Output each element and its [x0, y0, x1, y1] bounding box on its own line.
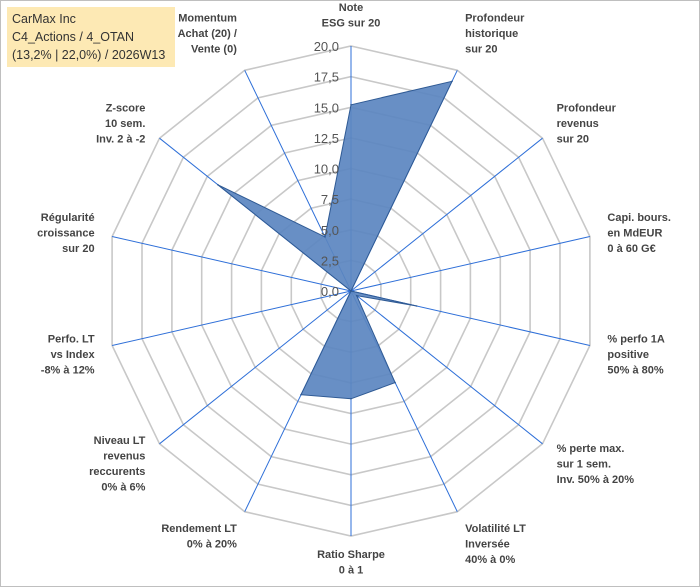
data-point [350, 290, 352, 292]
axis-label: Profondeur historique sur 20 [465, 13, 525, 56]
axis-label-line: Perfo. LT [48, 334, 95, 346]
tick-label: 15,0 [314, 100, 339, 115]
axis-label-line: sur 20 [62, 243, 94, 255]
axis-label-line: -8% à 12% [41, 365, 95, 377]
chart-title-box: CarMax Inc C4_Actions / 4_OTAN (13,2% | … [7, 7, 175, 67]
axis-label-line: sur 20 [557, 134, 589, 146]
axis-label-line: Profondeur [557, 103, 617, 115]
axis-label-line: reccurents [89, 466, 145, 478]
portfolio-name: C4_Actions / 4_OTAN [12, 30, 135, 44]
series-area [217, 80, 453, 400]
axis-label-line: Niveau LT [94, 435, 146, 447]
axis-label: % perte max. sur 1 sem. Inv. 50% à 20% [557, 443, 635, 486]
axis-label-line: sur 1 sem. [557, 459, 611, 471]
axis-label: Volatilité LT Inversée 40% à 0% [465, 523, 526, 566]
axis-label-line: % perfo 1A [607, 334, 665, 346]
axis-label-line: positive [607, 349, 649, 361]
axis-label: % perfo 1A positive 50% à 80% [607, 334, 665, 377]
axis-label-line: Achat (20) / [178, 28, 237, 40]
axis-spoke [111, 236, 352, 292]
axis-label-line: Inv. 50% à 20% [557, 474, 635, 486]
axis-label-line: ESG sur 20 [322, 18, 381, 30]
axis-label: Perfo. LT vs Index -8% à 12% [41, 334, 96, 377]
axis-label: Z-score 10 sem. Inv. 2 à -2 [96, 103, 145, 146]
axis-label-line: vs Index [51, 349, 96, 361]
axis-label-line: Volatilité LT [465, 523, 526, 535]
axis-label-line: sur 20 [465, 44, 497, 56]
data-point [355, 294, 358, 297]
axis-label-line: 0 à 60 G€ [607, 243, 655, 255]
axis-label-line: % perte max. [557, 443, 625, 455]
axis-label-line: Ratio Sharpe [317, 549, 385, 561]
axis-label-line: 0% à 20% [187, 539, 237, 551]
tick-label: 20,0 [314, 39, 339, 54]
axis-label-line: Profondeur [465, 13, 525, 25]
data-point [300, 393, 302, 396]
axis-label-line: 40% à 0% [465, 554, 515, 566]
axis-spoke [350, 290, 543, 445]
axis-label-line: Rendement LT [161, 523, 237, 535]
axis-label-line: 0 à 1 [339, 565, 363, 577]
axis-spoke [350, 236, 591, 292]
tick-label: 12,5 [314, 131, 339, 146]
tick-label: 5,0 [321, 223, 339, 238]
axis-label: Niveau LT revenus reccurents 0% à 6% [89, 435, 146, 494]
axis-label-line: 10 sem. [105, 118, 145, 130]
data-point [350, 104, 352, 106]
data-point [451, 80, 453, 83]
tick-label: 2,5 [321, 253, 339, 268]
tick-label: 0,0 [321, 284, 339, 299]
axis-spoke [350, 137, 543, 292]
axis-label-line: Inv. 2 à -2 [96, 134, 145, 146]
axis-spoke [159, 290, 352, 445]
data-point [415, 305, 418, 307]
tick-label: 10,0 [314, 162, 339, 177]
axis-label-line: revenus [557, 118, 599, 130]
axis-label: Note ESG sur 20 [322, 2, 381, 30]
axis-labels: Note ESG sur 20 Profondeur historique sur 20… [37, 2, 671, 577]
axis-label-line: en MdEUR [607, 228, 662, 240]
axis-label: Capi. bours. en MdEUR 0 à 60 G€ [607, 212, 671, 255]
axis-label-line: Note [339, 2, 363, 14]
axis-label-line: 0% à 6% [101, 482, 145, 494]
axis-label: Profondeur revenus sur 20 [557, 103, 617, 146]
axis-label-line: Inversée [465, 539, 510, 551]
data-point [217, 184, 219, 186]
company-name: CarMax Inc [12, 12, 76, 26]
tick-label: 17,5 [314, 70, 339, 85]
data-point [324, 236, 326, 238]
axis-label-line: croissance [37, 228, 94, 240]
axis-label-line: Capi. bours. [607, 212, 671, 224]
axis-label-line: Z-score [106, 103, 146, 115]
portfolio-details: (13,2% | 22,0%) / 2026W13 [12, 48, 166, 62]
axis-label: Régularité croissance sur 20 [37, 212, 94, 255]
axis-label-line: 50% à 80% [607, 365, 663, 377]
axis-label: Ratio Sharpe 0 à 1 [317, 549, 385, 577]
data-point [350, 398, 352, 400]
data-point [394, 381, 396, 384]
axis-spoke [111, 290, 352, 346]
radial-ticks: 0,0 2,5 5,0 7,5 10,0 12,5 15,0 17,5 20,0 [314, 39, 339, 299]
radar-series-layer [217, 80, 453, 400]
axis-label-line: historique [465, 28, 518, 40]
axis-label: Momentum Achat (20) / Vente (0) [178, 13, 238, 56]
axis-label-line: Vente (0) [191, 44, 237, 56]
tick-label: 7,5 [321, 192, 339, 207]
axis-label-line: Momentum [178, 13, 237, 25]
axis-label-line: revenus [103, 451, 145, 463]
axis-label-line: Régularité [41, 212, 95, 224]
axis-label: Rendement LT 0% à 20% [161, 523, 237, 551]
